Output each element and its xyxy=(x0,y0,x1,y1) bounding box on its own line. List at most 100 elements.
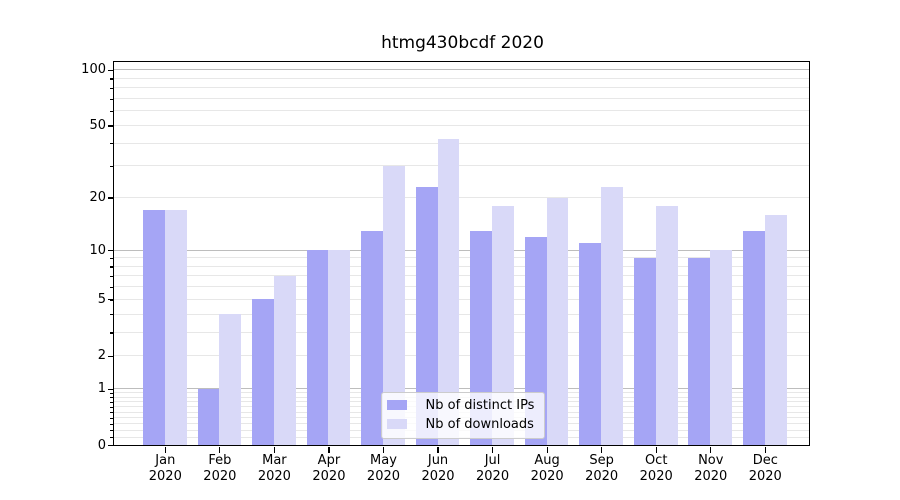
bar-ips-dec xyxy=(742,230,765,445)
y-minor-tick-mark-2 xyxy=(110,355,114,357)
x-tick-label-jul: Jul 2020 xyxy=(458,453,528,484)
x-tick-mark-nov xyxy=(710,447,712,453)
y-tick-mark-1 xyxy=(107,388,114,390)
y-minor-tick-mark-4 xyxy=(110,314,114,316)
y-minor-tick-mark-0.8 xyxy=(110,397,114,399)
x-tick-label-apr: Apr 2020 xyxy=(294,453,364,484)
y-minor-tick-mark-80 xyxy=(110,87,114,90)
x-tick-mark-sep xyxy=(601,447,603,453)
x-tick-month-sep: Sep xyxy=(589,453,614,468)
x-tick-mark-may xyxy=(382,447,385,453)
bar-downloads-sep xyxy=(601,186,623,445)
gridline-minor-40 xyxy=(113,142,809,144)
y-tick-label-20: 20 xyxy=(89,190,106,206)
x-tick-label-sep: Sep 2020 xyxy=(567,453,637,484)
x-tick-month-jul: Jul xyxy=(484,453,501,468)
gridline-minor-7 xyxy=(113,275,809,277)
y-minor-tick-mark-0.9 xyxy=(110,392,114,395)
x-tick-month-mar: Mar xyxy=(262,453,287,468)
bar-downloads-oct xyxy=(655,205,678,445)
bar-downloads-may xyxy=(382,165,405,445)
x-tick-month-may: May xyxy=(370,453,397,468)
x-tick-label-nov: Nov 2020 xyxy=(676,453,746,484)
x-tick-mark-jun xyxy=(437,447,439,453)
x-tick-year-nov: 2020 xyxy=(694,468,728,484)
x-tick-label-jan: Jan 2020 xyxy=(130,453,200,484)
gridline-minor-70 xyxy=(113,98,809,100)
legend-item-downloads: Nb of downloads xyxy=(386,417,536,432)
x-tick-year-feb: 2020 xyxy=(203,468,237,484)
x-tick-month-apr: Apr xyxy=(317,453,341,468)
y-tick-mark-10 xyxy=(107,250,114,252)
x-tick-year-jun: 2020 xyxy=(421,468,455,484)
y-minor-tick-mark-60 xyxy=(110,110,114,113)
x-tick-year-dec: 2020 xyxy=(748,468,782,484)
gridline-minor-50 xyxy=(113,124,809,126)
bar-ips-nov xyxy=(688,257,711,445)
y-minor-tick-mark-40 xyxy=(110,143,114,145)
bar-downloads-dec xyxy=(764,214,787,445)
x-tick-year-sep: 2020 xyxy=(585,468,619,484)
gridline-minor-80 xyxy=(113,87,809,89)
x-tick-label-jun: Jun 2020 xyxy=(403,453,473,484)
x-tick-mark-feb xyxy=(219,447,221,453)
legend-label-distinct-ips: Nb of distinct IPs xyxy=(425,397,535,413)
gridline-major-10 xyxy=(113,249,809,251)
y-tick-label-2: 2 xyxy=(97,348,106,364)
gridline-minor-90 xyxy=(113,77,809,79)
y-tick-mark-100 xyxy=(107,69,114,71)
x-tick-mark-jul xyxy=(491,447,494,453)
gridline-minor-20 xyxy=(113,197,809,199)
x-tick-month-aug: Aug xyxy=(534,453,560,468)
legend-swatch-distinct-ips xyxy=(386,400,407,410)
y-tick-label-1: 1 xyxy=(97,381,106,397)
y-minor-tick-mark-0.1 xyxy=(110,437,114,439)
gridline-minor-8 xyxy=(113,265,809,267)
x-tick-month-jun: Jun xyxy=(427,453,449,468)
gridline-minor-9 xyxy=(113,257,809,259)
y-minor-tick-mark-5 xyxy=(110,299,114,301)
y-minor-tick-mark-0.5 xyxy=(110,412,114,414)
x-tick-year-apr: 2020 xyxy=(312,468,346,484)
y-minor-tick-mark-3 xyxy=(110,332,114,334)
x-tick-mark-mar xyxy=(273,447,275,453)
gridline-minor-2 xyxy=(113,355,809,357)
bar-downloads-jul xyxy=(492,205,514,445)
x-tick-mark-aug xyxy=(546,447,548,453)
bar-ips-may xyxy=(361,230,383,445)
y-minor-tick-mark-20 xyxy=(110,197,114,199)
x-tick-year-mar: 2020 xyxy=(257,468,291,484)
bar-downloads-nov xyxy=(710,250,733,445)
gridline-minor-60 xyxy=(113,110,809,112)
x-tick-month-dec: Dec xyxy=(752,453,778,468)
y-minor-tick-mark-50 xyxy=(110,125,114,127)
x-tick-year-jan: 2020 xyxy=(148,468,182,484)
gridline-minor-6 xyxy=(113,286,809,288)
bar-downloads-jan xyxy=(164,210,187,445)
bar-ips-oct xyxy=(633,257,656,445)
x-tick-month-oct: Oct xyxy=(644,453,668,468)
y-tick-label-0: 0 xyxy=(97,437,106,453)
y-tick-label-10: 10 xyxy=(89,242,106,258)
bar-ips-sep xyxy=(579,243,602,445)
bar-downloads-feb xyxy=(219,314,242,445)
chart-title: htmg430bcdf 2020 xyxy=(381,33,544,53)
bar-ips-mar xyxy=(252,299,274,445)
gridline-minor-4 xyxy=(113,313,809,315)
x-tick-mark-oct xyxy=(655,447,657,453)
legend-swatch-downloads xyxy=(386,419,407,429)
y-tick-label-100: 100 xyxy=(81,62,106,78)
x-tick-label-may: May 2020 xyxy=(348,453,418,484)
plot-area: Nb of distinct IPs Nb of downloads xyxy=(112,60,810,446)
legend-item-distinct-ips: Nb of distinct IPs xyxy=(386,397,536,413)
x-tick-label-dec: Dec 2020 xyxy=(730,453,800,484)
y-minor-tick-mark-6 xyxy=(110,286,114,289)
y-minor-tick-mark-0.6 xyxy=(110,406,114,408)
x-tick-mark-dec xyxy=(764,447,766,453)
x-tick-mark-jan xyxy=(164,447,166,453)
y-tick-mark-0 xyxy=(107,444,114,447)
x-tick-label-feb: Feb 2020 xyxy=(185,453,255,484)
bar-ips-jul xyxy=(470,230,493,445)
x-tick-label-oct: Oct 2020 xyxy=(621,453,691,484)
